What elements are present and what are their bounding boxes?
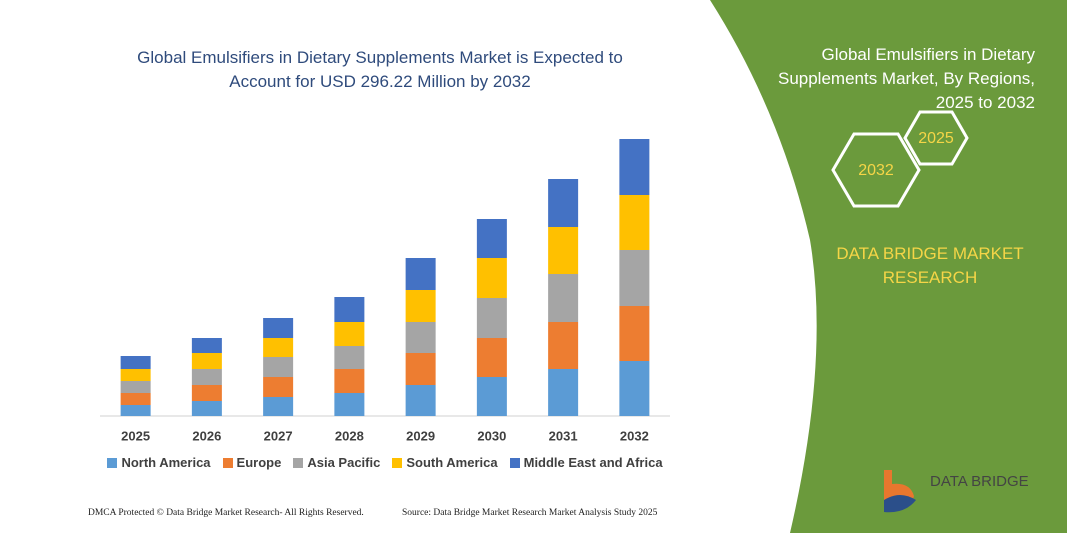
- bar-segment: [263, 397, 294, 416]
- legend-swatch: [293, 457, 304, 468]
- x-tick-label: 2027: [264, 428, 293, 443]
- bar-segment: [120, 381, 151, 393]
- bar-segment: [405, 353, 436, 385]
- logo-text: DATA BRIDGE: [930, 473, 1029, 490]
- bar-segment: [120, 393, 151, 405]
- logo: DATA BRIDGE: [884, 470, 1029, 513]
- bar-segment: [548, 179, 579, 227]
- legend-label: South America: [406, 455, 498, 470]
- legend-item: South America: [392, 455, 498, 470]
- legend-label: Middle East and Africa: [523, 455, 663, 470]
- hex-label: 2032: [858, 162, 894, 179]
- bar-segment: [191, 338, 222, 353]
- x-tick-label: 2026: [192, 428, 221, 443]
- x-tick-label: 2025: [121, 428, 150, 443]
- legend-swatch: [392, 457, 403, 468]
- bar-segment: [334, 346, 365, 369]
- bar-segment: [334, 322, 365, 346]
- bar-segment: [191, 401, 222, 416]
- legend-swatch: [222, 457, 233, 468]
- side-panel: [710, 0, 1067, 533]
- chart-title: Global Emulsifiers in Dietary Supplement…: [137, 48, 623, 91]
- bar-segment: [476, 338, 507, 377]
- bar-segment: [120, 369, 151, 381]
- legend-swatch: [107, 457, 118, 468]
- x-tick-label: 2029: [406, 428, 435, 443]
- footer-right: Source: Data Bridge Market Research Mark…: [402, 508, 658, 518]
- bar-segment: [405, 322, 436, 353]
- bar-segment: [476, 298, 507, 338]
- bar-segment: [120, 405, 151, 416]
- bar-segment: [263, 318, 294, 338]
- bar-segment: [548, 322, 579, 369]
- legend: North America Europe Asia Pacific South Ame…: [60, 455, 710, 470]
- legend-item: North America: [107, 455, 211, 470]
- bar-segment: [548, 369, 579, 416]
- legend-item: Middle East and Africa: [509, 455, 663, 470]
- bar-segment: [334, 297, 365, 322]
- bar-segment: [263, 377, 294, 397]
- brand-text: DATA BRIDGE MARKET RESEARCH: [836, 244, 1024, 287]
- bar-segment: [619, 250, 650, 306]
- legend-swatch: [509, 457, 520, 468]
- bar-segment: [334, 393, 365, 416]
- legend-item: Asia Pacific: [293, 455, 380, 470]
- panel-title: Global Emulsifiers in Dietary Supplement…: [777, 45, 1035, 112]
- x-tick-label: 2031: [549, 428, 578, 443]
- bar-segment: [548, 227, 579, 274]
- bar-segment: [619, 361, 650, 416]
- bar-segment: [548, 274, 579, 322]
- bar-segment: [191, 353, 222, 369]
- bar-segment: [405, 385, 436, 416]
- bar-segment: [191, 385, 222, 401]
- bar-segment: [334, 369, 365, 393]
- bar-segment: [476, 377, 507, 416]
- legend-label: North America: [121, 455, 211, 470]
- bar-segment: [405, 290, 436, 322]
- x-tick-label: 2028: [335, 428, 364, 443]
- bar-segment: [263, 357, 294, 377]
- bar-segment: [619, 195, 650, 250]
- hexagon: [831, 132, 921, 208]
- hex-label: 2025: [918, 130, 954, 147]
- bar-segment: [263, 338, 294, 357]
- legend-label: Europe: [236, 455, 282, 470]
- bar-segment: [476, 219, 507, 258]
- legend-label: Asia Pacific: [307, 455, 381, 470]
- x-tick-label: 2030: [477, 428, 506, 443]
- bar-segment: [120, 356, 151, 369]
- bar-segment: [191, 369, 222, 385]
- bar-segment: [405, 258, 436, 290]
- legend-item: Europe: [222, 455, 282, 470]
- hexagon: [903, 110, 969, 166]
- bar-segment: [476, 258, 507, 298]
- logo-mark: [884, 495, 916, 513]
- bar-segment: [619, 306, 650, 361]
- bar-segment: [619, 139, 650, 195]
- footer-left: DMCA Protected © Data Bridge Market Rese…: [88, 508, 364, 518]
- x-tick-label: 2032: [620, 428, 649, 443]
